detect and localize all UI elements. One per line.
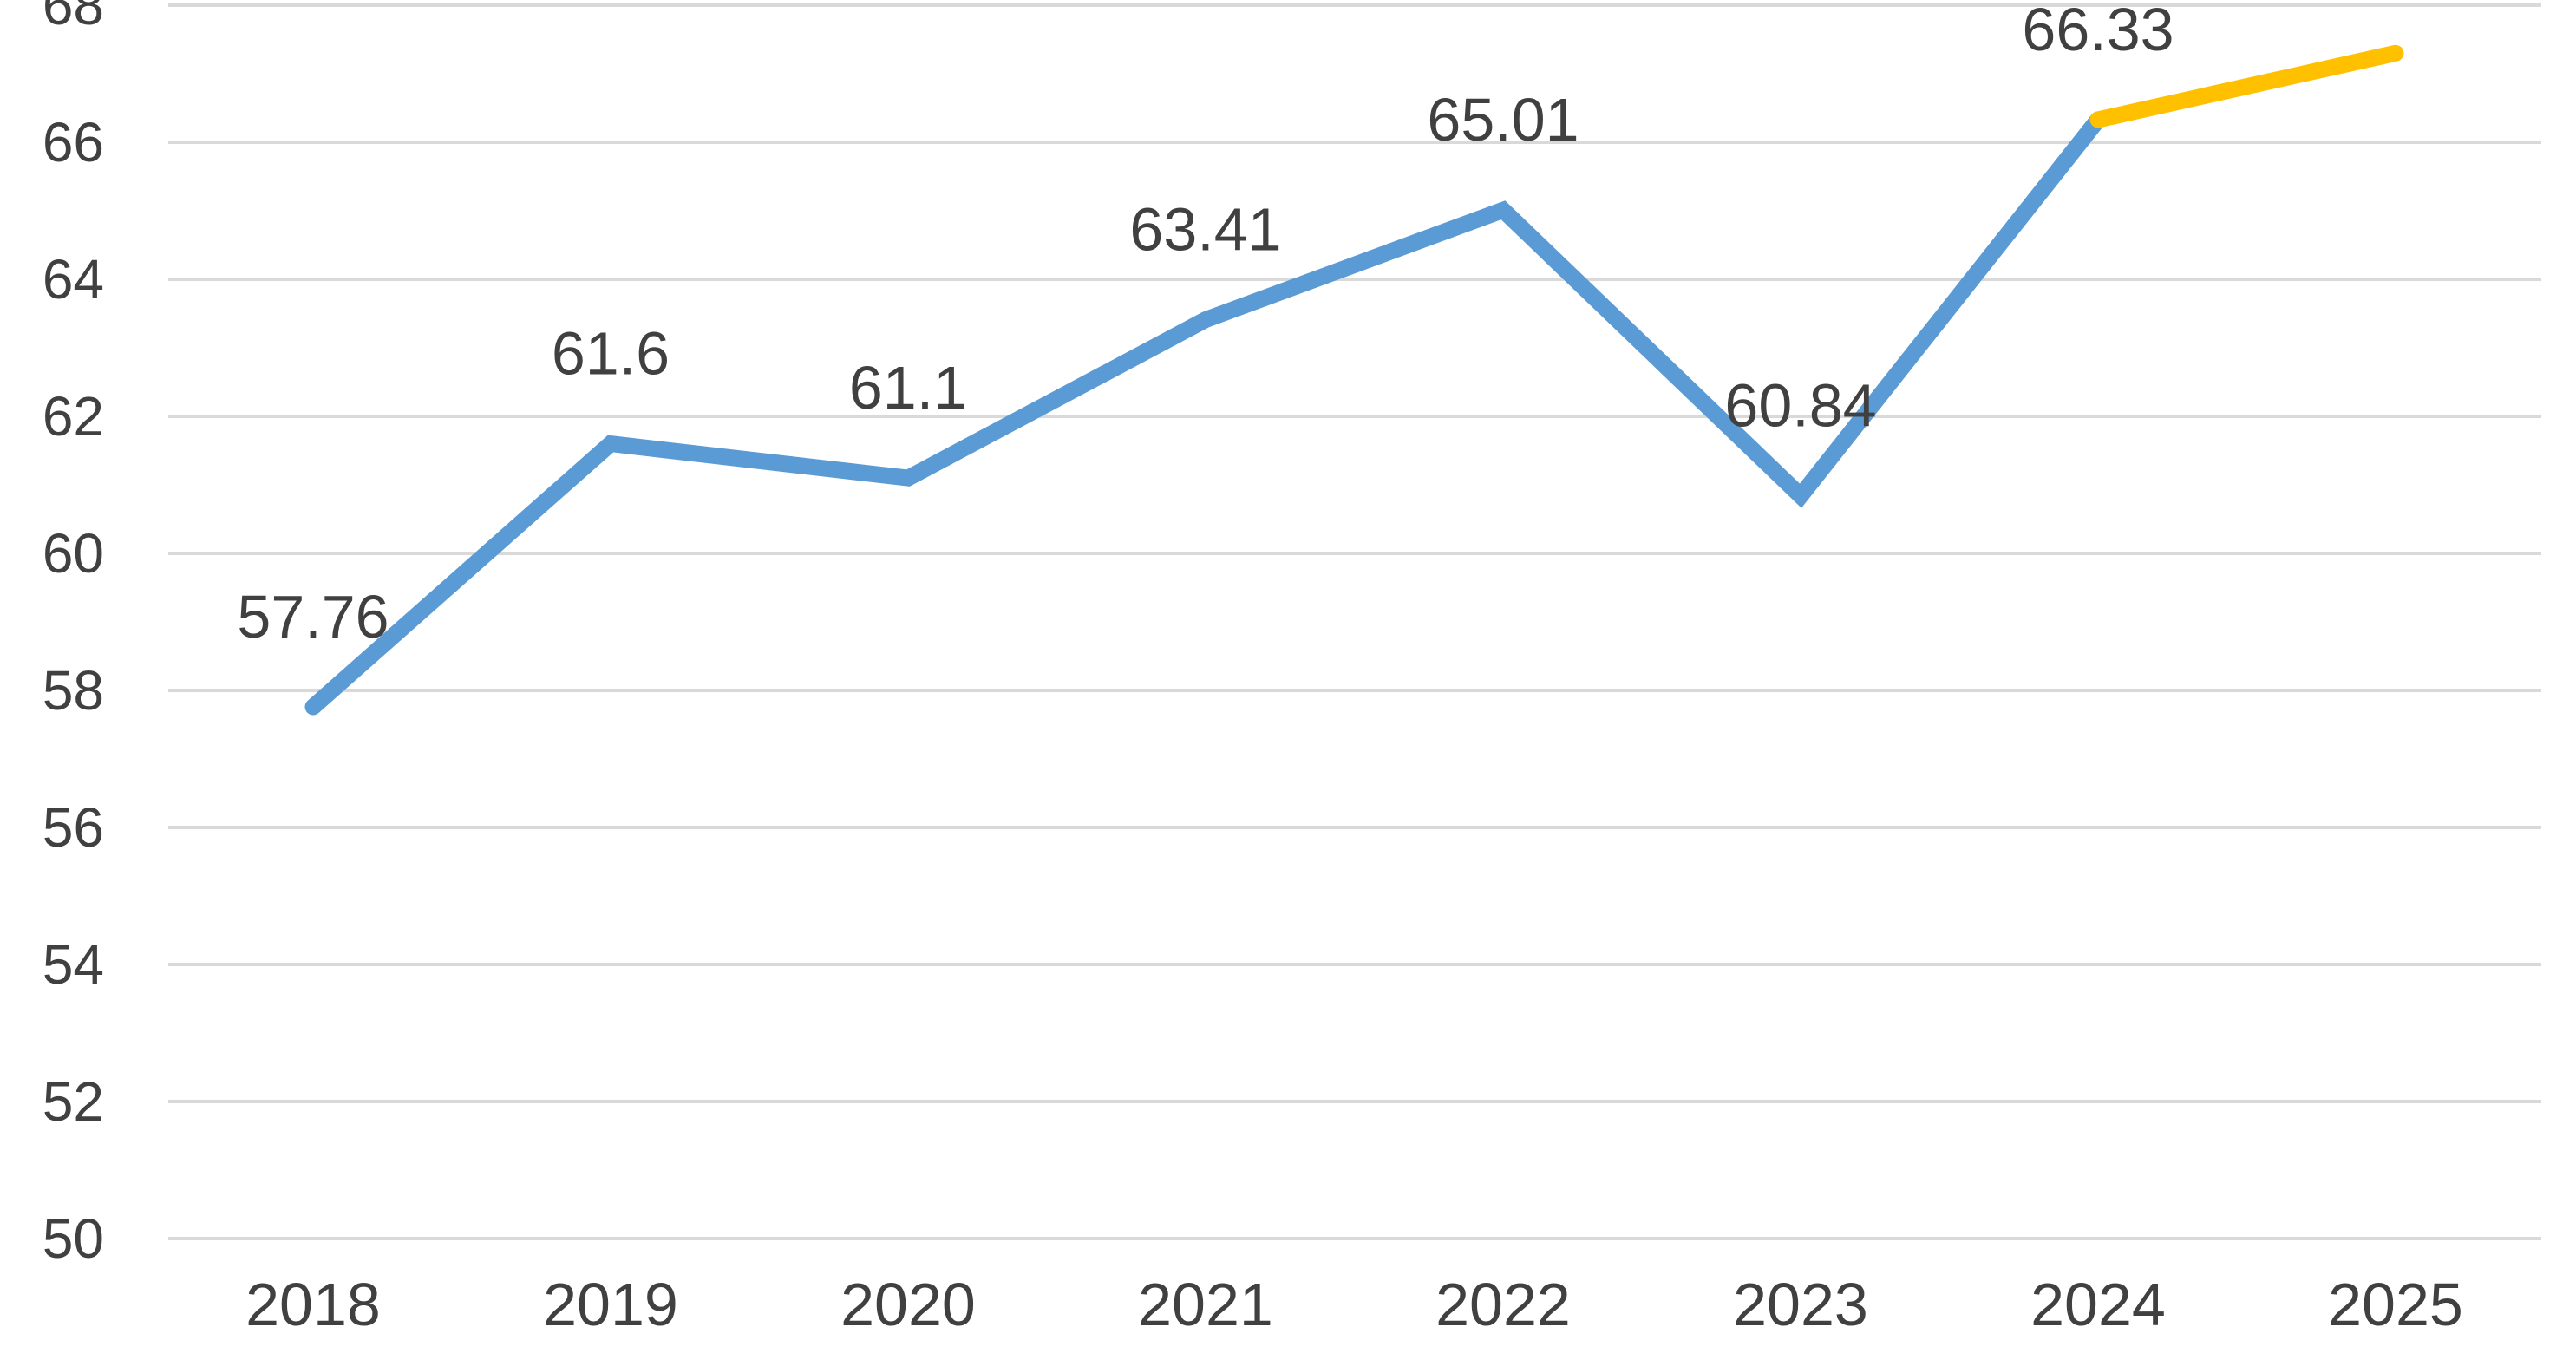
x-tick-label: 2024 [2030,1271,2166,1338]
series-line-1 [304,111,2107,716]
x-tick-label: 2023 [1733,1271,1868,1338]
gridlines [168,3,2541,1240]
y-tick-label: 52 [42,1070,104,1133]
x-tick-label: 2021 [1138,1271,1273,1338]
data-label: 60.84 [1724,372,1876,440]
data-label: 65.01 [1427,86,1579,154]
data-label: 61.6 [552,320,670,388]
y-tick-label: 60 [42,522,104,585]
y-axis-tick-labels: 50 52 54 56 58 60 62 64 66 68 [42,0,104,1270]
x-axis-tick-labels: 2018 2019 2020 2021 2022 2023 2024 2025 [245,1271,2463,1338]
y-tick-label: 62 [42,385,104,448]
y-tick-label: 58 [42,659,104,722]
x-tick-label: 2022 [1435,1271,1571,1338]
y-tick-label: 64 [42,248,104,311]
data-label: 57.76 [237,583,389,651]
data-labels: 57.76 61.6 61.1 63.41 65.01 60.84 66.33 [237,0,2174,651]
data-label: 61.1 [849,354,967,422]
x-tick-label: 2025 [2328,1271,2463,1338]
x-tick-label: 2020 [840,1271,976,1338]
y-tick-label: 66 [42,111,104,173]
series-line-2 [2089,44,2404,128]
y-tick-label: 56 [42,796,104,859]
data-label: 63.41 [1129,196,1281,264]
x-tick-label: 2018 [245,1271,381,1338]
x-tick-label: 2019 [543,1271,678,1338]
y-tick-label: 54 [42,933,104,996]
y-tick-label: 68 [42,0,104,36]
data-label: 66.33 [2022,0,2174,63]
series-lines [304,44,2404,716]
y-tick-label: 50 [42,1207,104,1270]
